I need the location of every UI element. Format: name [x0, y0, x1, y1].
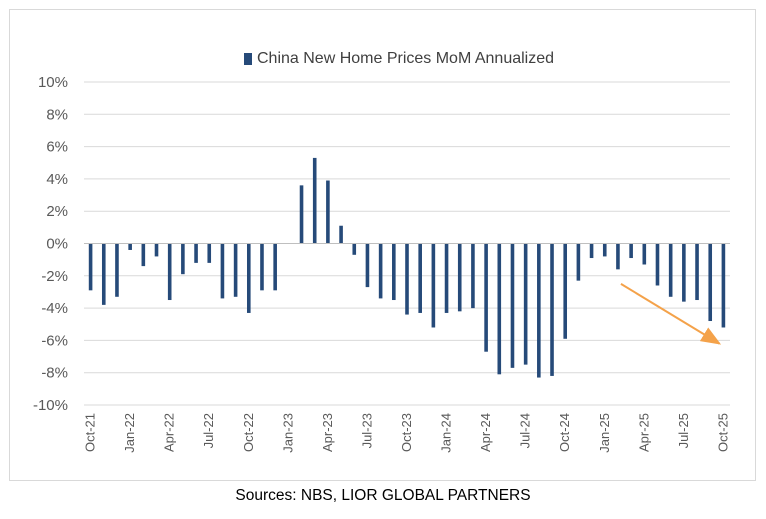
x-tick-label: Jul-25: [676, 413, 691, 448]
bar: [194, 243, 198, 263]
bar: [299, 185, 304, 244]
bar: [682, 243, 686, 302]
y-tick-label: 6%: [46, 139, 68, 156]
legend-swatch: [244, 53, 252, 65]
bar: [128, 243, 132, 250]
bar: [339, 225, 343, 244]
legend-label: China New Home Prices MoM Annualized: [257, 50, 555, 67]
bar: [484, 243, 488, 352]
bar: [365, 243, 370, 288]
y-tick-label: 4%: [46, 171, 68, 188]
bar: [312, 157, 317, 244]
bar: [326, 180, 330, 244]
bar: [154, 243, 159, 257]
x-tick-label: Oct-21: [83, 413, 98, 452]
bar: [668, 243, 673, 297]
bar: [497, 243, 502, 375]
bar: [510, 243, 515, 368]
bar: [563, 243, 568, 339]
bar: [181, 243, 185, 275]
y-tick-label: 10%: [38, 74, 68, 91]
bar: [708, 243, 713, 322]
bar: [167, 243, 172, 301]
bar: [418, 243, 422, 313]
x-tick-label: Apr-24: [478, 413, 493, 452]
x-tick-label: Jul-24: [518, 413, 533, 448]
bar: [88, 243, 93, 291]
bar: [444, 243, 449, 313]
bar: [405, 243, 409, 315]
bar: [537, 243, 541, 378]
x-tick-label: Oct-22: [241, 413, 256, 452]
bar: [589, 243, 594, 259]
bar: [695, 243, 699, 301]
bar: [260, 243, 264, 291]
y-tick-label: 2%: [46, 203, 68, 220]
x-tick-label: Apr-25: [636, 413, 651, 452]
x-tick-label: Jul-23: [359, 413, 374, 448]
legend: China New Home Prices MoM Annualized: [244, 50, 554, 68]
bar: [115, 243, 119, 297]
x-tick-label: Oct-25: [715, 413, 730, 452]
bar: [392, 243, 396, 301]
x-tick-label: Jan-23: [280, 413, 295, 453]
bar: [207, 243, 212, 263]
trend-arrow: [620, 283, 722, 345]
x-tick-label: Jan-25: [597, 413, 612, 453]
bar: [352, 243, 357, 255]
bar: [273, 243, 277, 291]
x-tick-label: Jan-24: [439, 413, 454, 453]
bar: [616, 243, 620, 270]
x-tick-label: Oct-23: [399, 413, 414, 452]
y-tick-label: 8%: [46, 106, 68, 123]
x-tick-label: Jul-22: [201, 413, 216, 448]
x-tick-label: Oct-24: [557, 413, 572, 452]
bar: [457, 243, 462, 312]
bar: [471, 243, 475, 309]
bar: [141, 243, 146, 267]
bar: [655, 243, 660, 286]
bar: [642, 243, 647, 265]
bar: [220, 243, 225, 299]
bar: [101, 243, 106, 305]
x-tick-label: Jan-22: [122, 413, 137, 453]
x-tick-label: Apr-23: [320, 413, 335, 452]
bar: [233, 243, 238, 297]
bar: [721, 243, 726, 328]
y-tick-label: -2%: [41, 268, 68, 285]
bar: [431, 243, 436, 328]
bar: [550, 243, 554, 376]
bar: [629, 243, 633, 259]
y-tick-label: -10%: [33, 397, 68, 414]
bar: [523, 243, 528, 365]
y-tick-label: -6%: [41, 332, 68, 349]
bar: [602, 243, 607, 257]
y-tick-label: -4%: [41, 300, 68, 317]
bar: [378, 243, 383, 299]
y-tick-label: 0%: [46, 236, 68, 253]
y-tick-label: -8%: [41, 365, 68, 382]
source-note: Sources: NBS, LIOR GLOBAL PARTNERS: [235, 487, 531, 504]
bar: [576, 243, 581, 281]
bar: [246, 243, 251, 313]
x-tick-label: Apr-22: [162, 413, 177, 452]
